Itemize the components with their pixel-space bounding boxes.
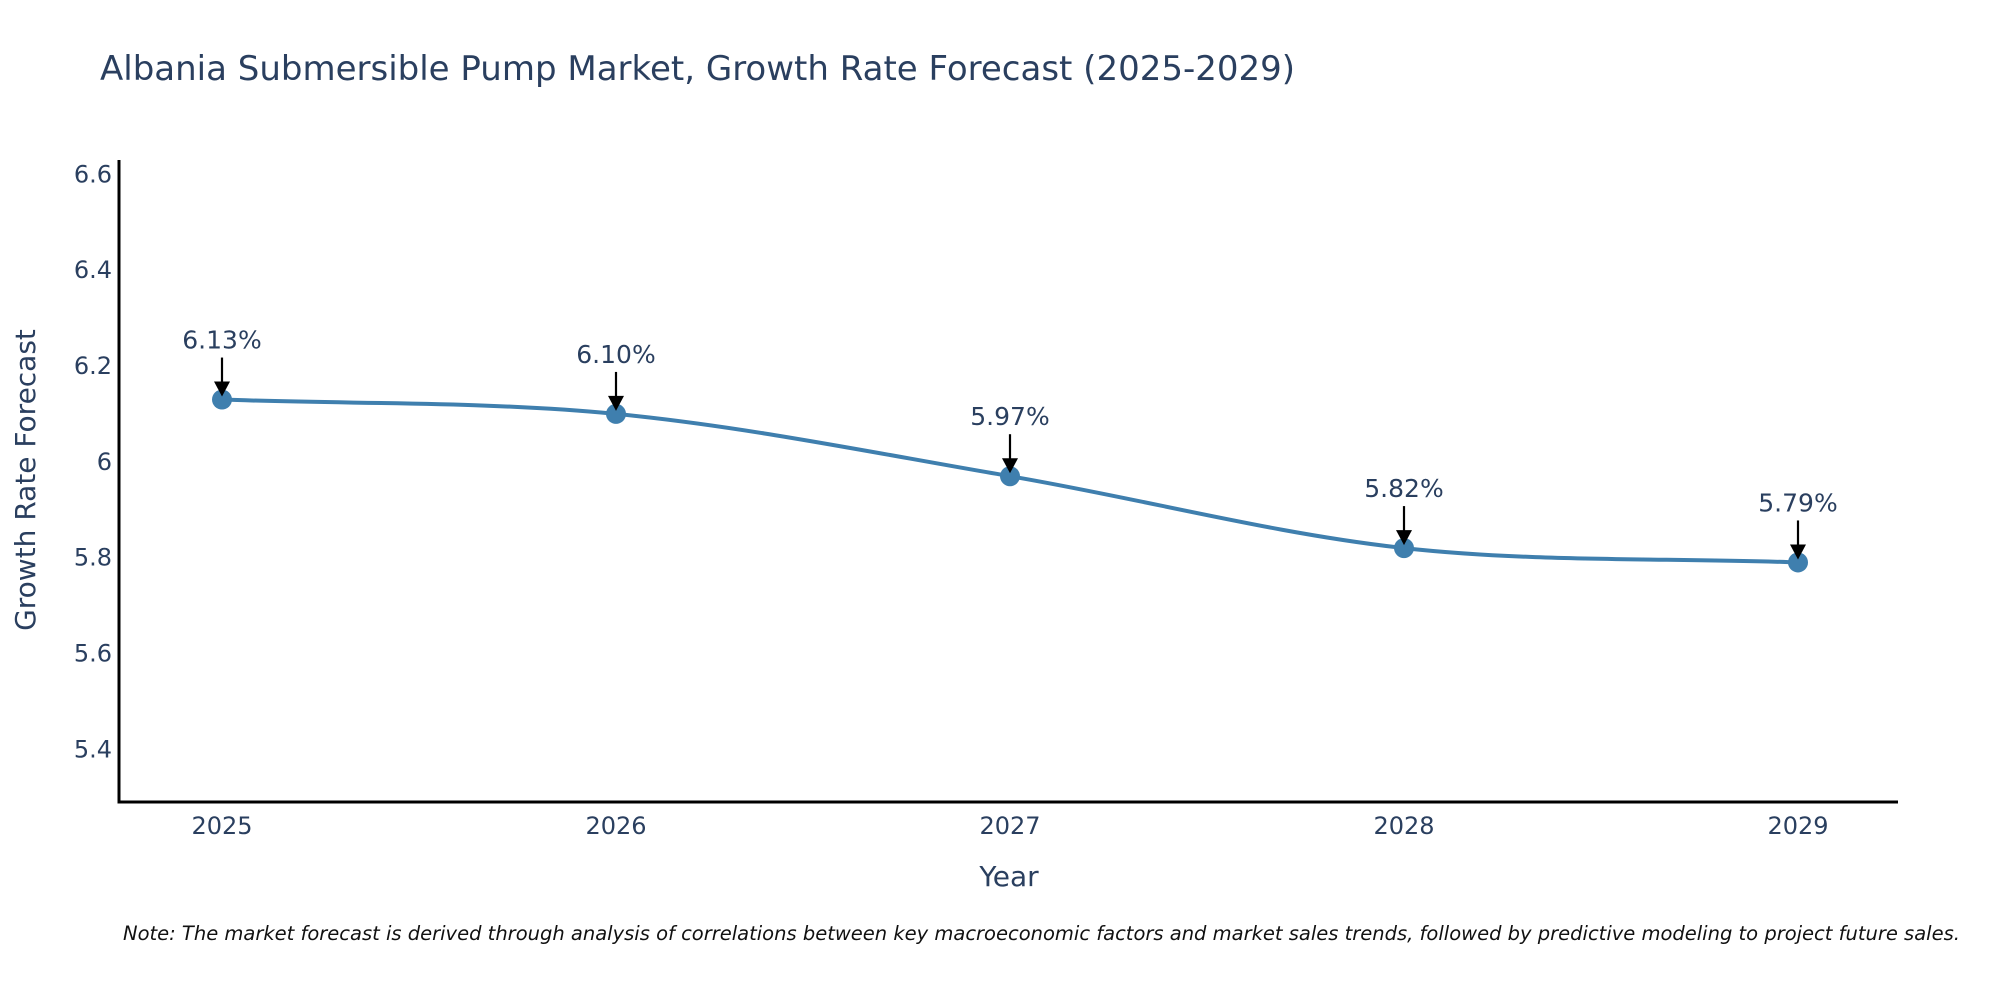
series-group: 6.13% 6.10% 5.97% 5.82% 5.79% — [182, 326, 1838, 573]
data-label: 5.82% — [1364, 474, 1443, 503]
x-tick-label: 2028 — [1373, 812, 1434, 840]
data-point — [1788, 552, 1808, 573]
x-axis-ticks: 2025 2026 2027 2028 2029 — [191, 812, 1828, 840]
y-tick-label: 5.8 — [74, 544, 112, 572]
data-label: 6.13% — [182, 326, 261, 355]
annotation-arrow-head — [214, 381, 230, 397]
annotation-arrow-head — [1790, 544, 1806, 560]
x-tick-label: 2026 — [585, 812, 646, 840]
data-point — [1000, 466, 1020, 487]
x-tick-label: 2025 — [191, 812, 252, 840]
data-point — [1394, 538, 1414, 559]
footnote: Note: The market forecast is derived thr… — [123, 922, 1960, 945]
data-point — [212, 389, 232, 410]
x-tick-label: 2027 — [979, 812, 1040, 840]
x-tick-label: 2029 — [1767, 812, 1828, 840]
data-label: 5.97% — [970, 402, 1049, 431]
y-axis-ticks: 5.4 5.6 5.8 6 6.2 6.4 6.6 — [74, 160, 112, 763]
x-axis-title: Year — [978, 860, 1039, 893]
data-point — [606, 403, 626, 424]
data-label: 5.79% — [1758, 488, 1837, 517]
y-tick-label: 5.4 — [74, 735, 112, 763]
y-tick-label: 6.2 — [74, 352, 112, 380]
y-tick-label: 6.4 — [74, 256, 112, 284]
y-tick-label: 5.6 — [74, 639, 112, 667]
annotation-arrow-head — [1002, 458, 1018, 474]
data-label: 6.10% — [576, 340, 655, 369]
chart-title: Albania Submersible Pump Market, Growth … — [100, 49, 1295, 89]
annotation-arrow-head — [1396, 530, 1412, 546]
annotation-arrow-head — [608, 395, 624, 411]
y-tick-label: 6.6 — [74, 160, 112, 188]
y-axis-title: Growth Rate Forecast — [9, 329, 42, 631]
y-tick-label: 6 — [97, 448, 112, 476]
